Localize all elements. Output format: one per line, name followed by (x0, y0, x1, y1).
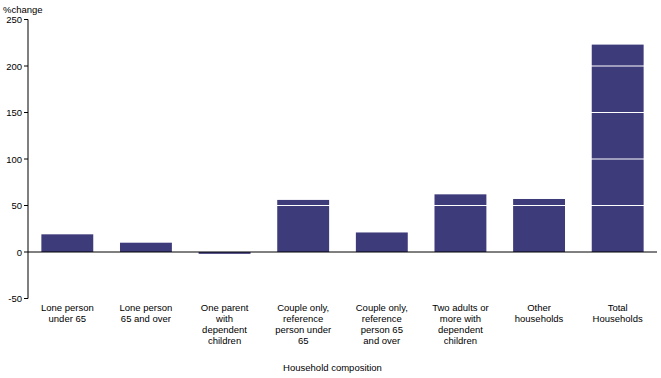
grid-line (29, 20, 657, 21)
grid-line (29, 66, 657, 67)
bar (120, 243, 172, 252)
y-tick-label: 0 (17, 247, 22, 258)
y-tick (24, 112, 28, 113)
y-tick (24, 205, 28, 206)
x-tick-label: TotalHouseholds (593, 302, 643, 324)
x-tick-label: One parentwithdependentchildren (201, 302, 249, 346)
bars (29, 20, 657, 299)
x-axis-title: Household composition (283, 362, 382, 373)
x-tick-label: Lone person65 and over (120, 302, 173, 324)
y-tick-label: 250 (6, 14, 22, 25)
grid-line (29, 112, 657, 113)
y-tick-label: 150 (6, 107, 22, 118)
y-tick-label: 200 (6, 61, 22, 72)
grid-line (29, 205, 657, 206)
y-tick (24, 159, 28, 160)
zero-line (28, 252, 657, 253)
x-tick-label: Lone personunder 65 (41, 302, 94, 324)
bar (277, 200, 329, 252)
y-tick-label: 50 (11, 200, 22, 211)
y-tick (24, 66, 28, 67)
y-tick (24, 298, 28, 299)
bar (513, 199, 565, 252)
x-tick-label: Two adults ormore withdependentchildren (432, 302, 489, 346)
x-tick-label: Couple only,referenceperson under65 (275, 302, 331, 346)
y-tick-label: -50 (8, 293, 22, 304)
x-tick-label: Otherhouseholds (515, 302, 564, 324)
grid-line (29, 159, 657, 160)
y-tick (24, 252, 28, 253)
bar (41, 234, 93, 252)
y-tick-label: 100 (6, 154, 22, 165)
bar (434, 194, 486, 252)
bar (592, 45, 644, 252)
x-tick-label: Couple only,referenceperson 65and over (356, 302, 408, 346)
grid-line (29, 298, 657, 299)
bar (356, 232, 408, 252)
y-tick (24, 19, 28, 20)
